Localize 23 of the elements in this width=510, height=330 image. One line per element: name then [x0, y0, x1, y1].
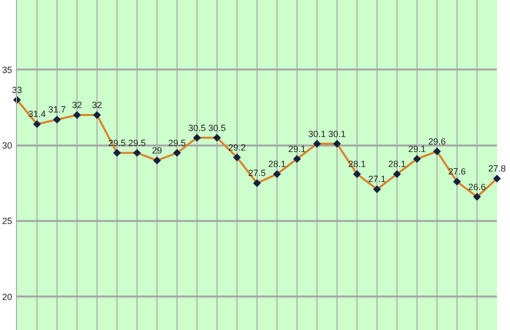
data-label: 29.1: [288, 144, 306, 154]
data-label: 29.2: [228, 142, 246, 152]
data-label: 26.6: [468, 182, 486, 192]
y-tick-label: 30: [2, 140, 12, 150]
y-tick-label: 35: [2, 64, 12, 75]
data-label: 29.5: [168, 138, 186, 148]
data-label: 32: [92, 100, 102, 110]
data-label: 32: [72, 100, 82, 110]
data-label: 30.5: [208, 122, 226, 133]
data-label: 29.1: [408, 144, 426, 154]
data-label: 28.1: [268, 159, 286, 170]
data-label: 30.1: [308, 128, 326, 139]
data-label: 30.5: [188, 122, 206, 133]
data-label: 29.6: [428, 136, 446, 146]
data-label: 30.1: [328, 128, 346, 139]
data-label: 29.5: [128, 138, 146, 148]
data-label: 29: [152, 145, 162, 156]
y-tick-label: 25: [2, 216, 12, 226]
data-label: 28.1: [388, 159, 406, 170]
data-label: 27.8: [488, 164, 506, 174]
data-label: 27.1: [368, 174, 386, 184]
y-tick-label: 20: [2, 292, 12, 302]
data-label: 31.7: [48, 104, 66, 115]
